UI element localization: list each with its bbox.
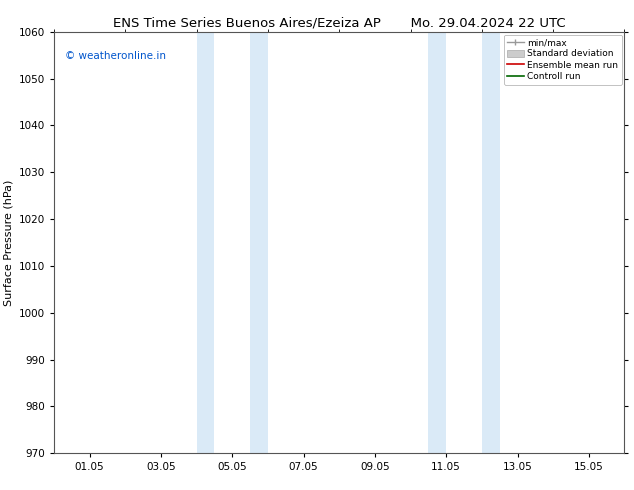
Bar <box>429 32 446 453</box>
Bar <box>197 32 214 453</box>
Bar <box>482 32 500 453</box>
Text: © weatheronline.in: © weatheronline.in <box>65 51 166 61</box>
Bar <box>250 32 268 453</box>
Title: ENS Time Series Buenos Aires/Ezeiza AP       Mo. 29.04.2024 22 UTC: ENS Time Series Buenos Aires/Ezeiza AP M… <box>113 16 566 29</box>
Legend: min/max, Standard deviation, Ensemble mean run, Controll run: min/max, Standard deviation, Ensemble me… <box>503 35 622 85</box>
Y-axis label: Surface Pressure (hPa): Surface Pressure (hPa) <box>3 179 13 306</box>
